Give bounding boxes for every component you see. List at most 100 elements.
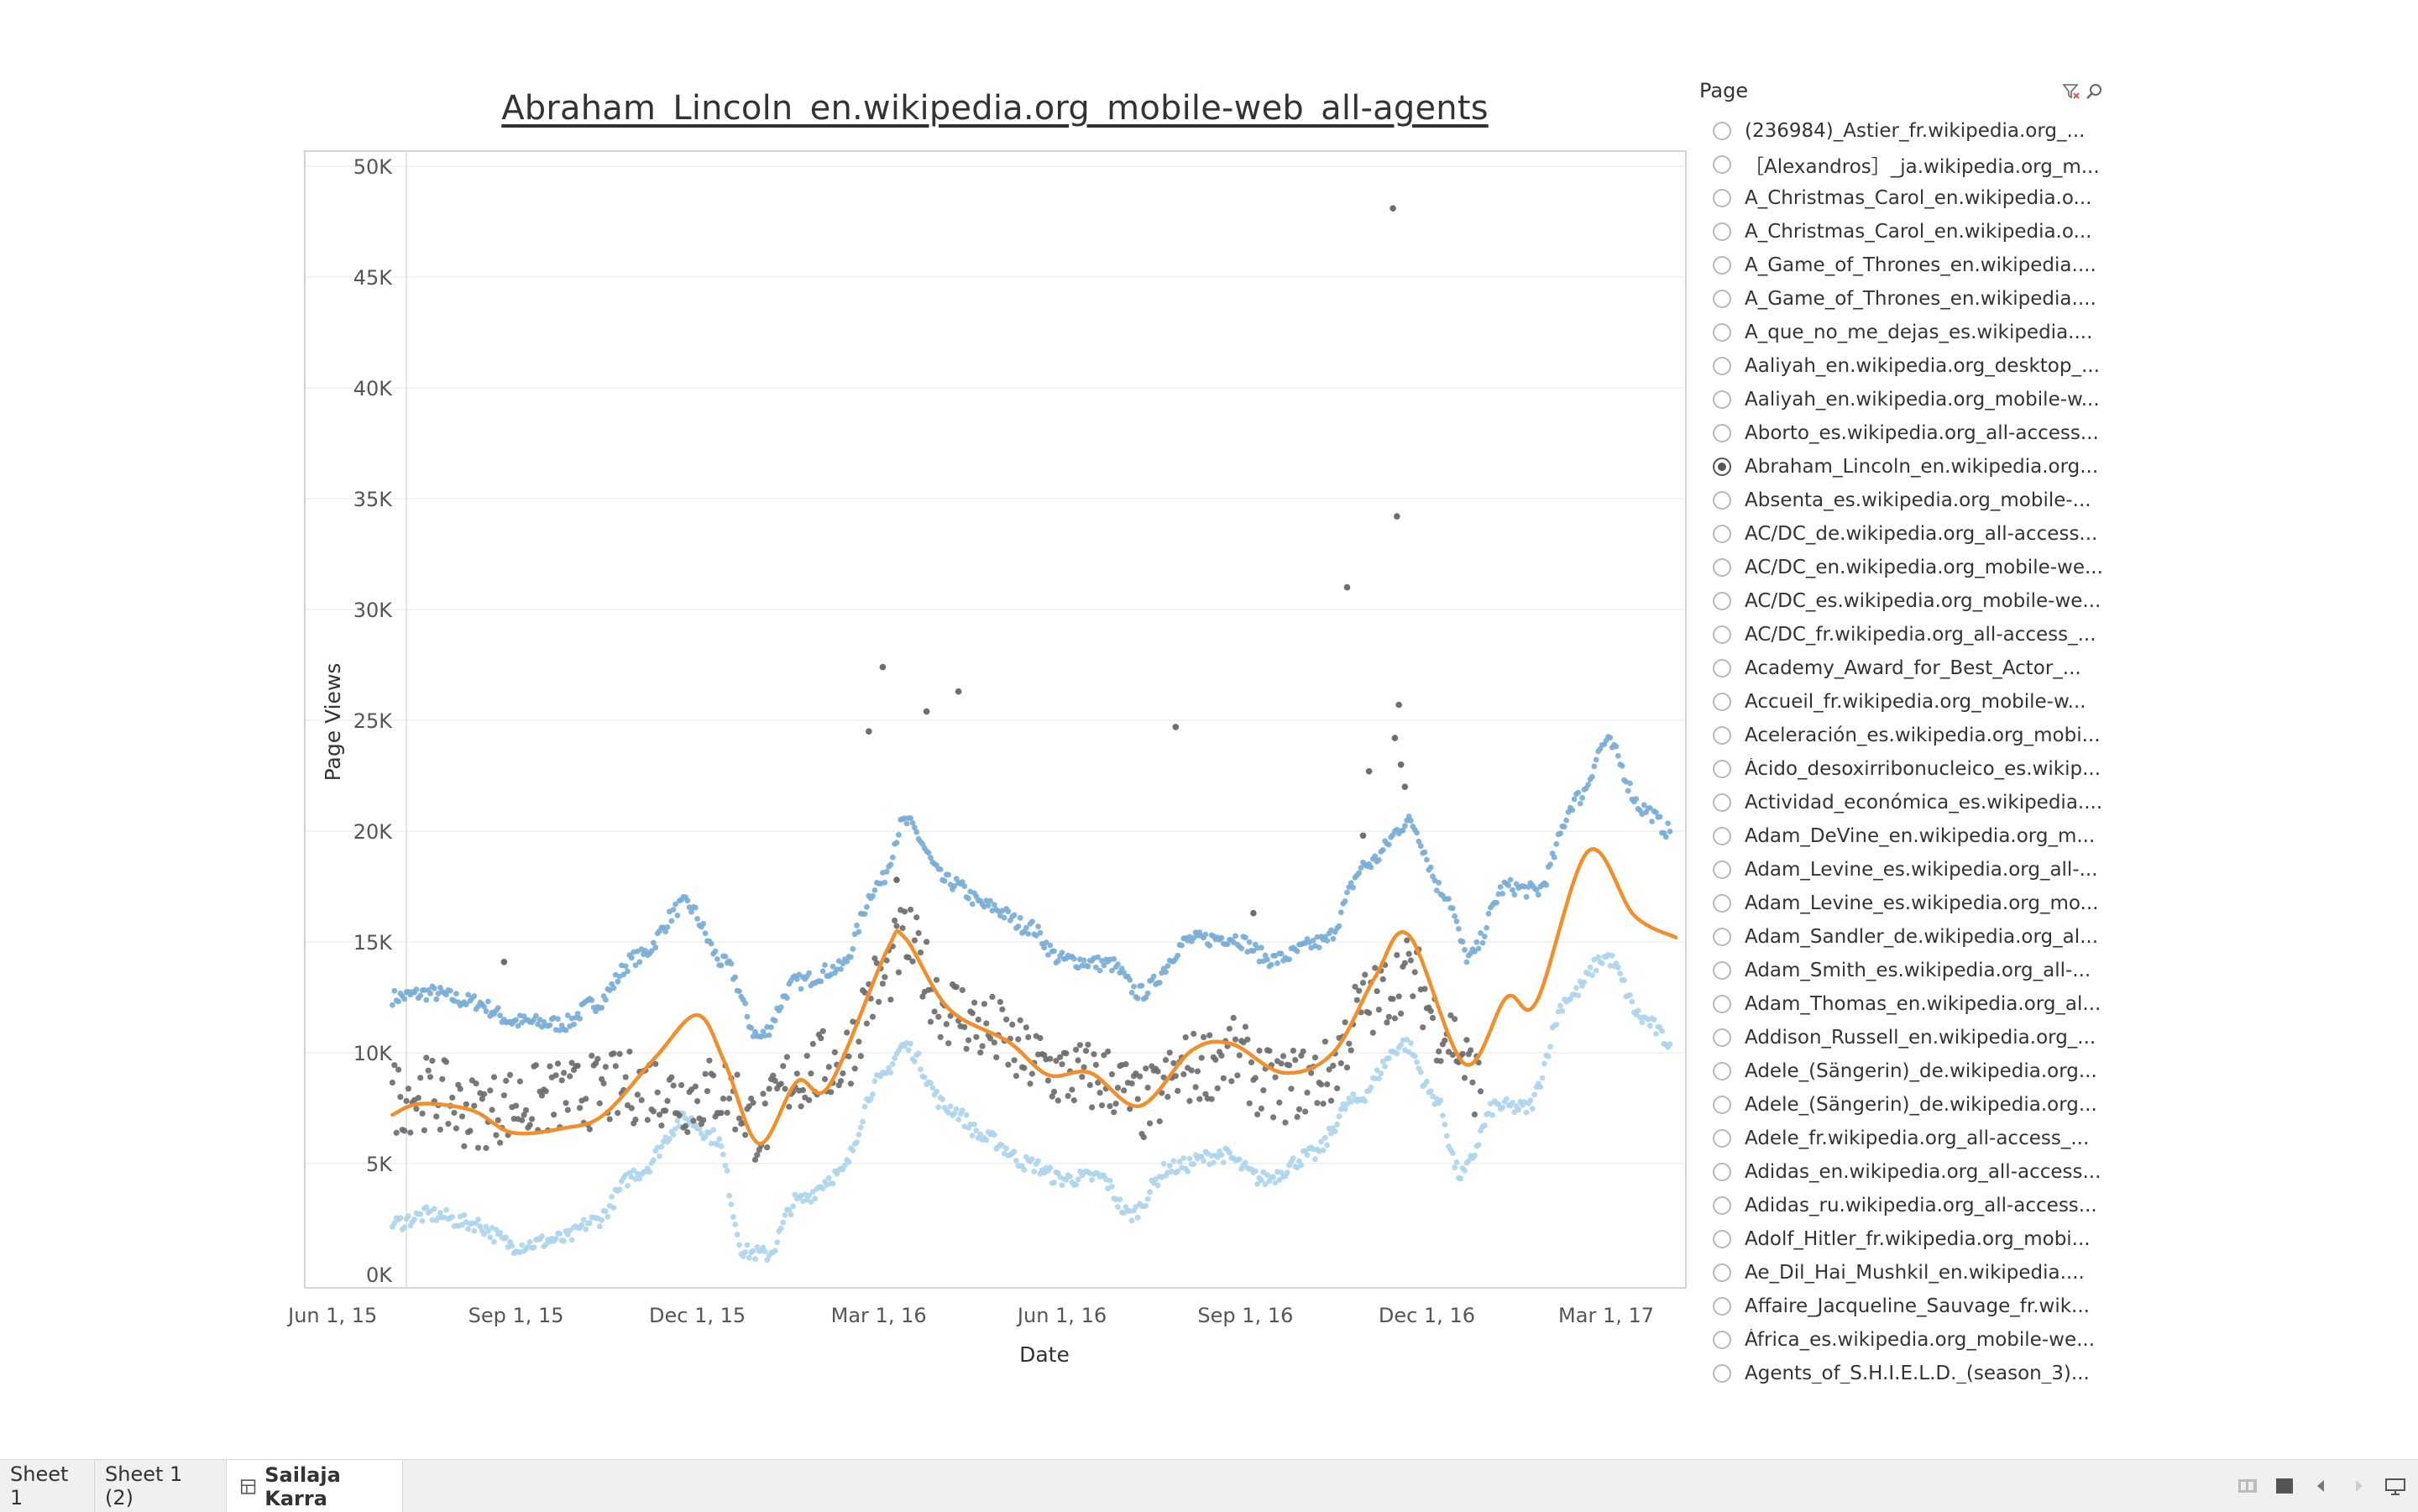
filter-item[interactable]: Actividad_económica_es.wikipedia.... xyxy=(1689,786,2109,819)
radio-button[interactable] xyxy=(1713,659,1731,678)
filter-item[interactable]: Adam_Levine_es.wikipedia.org_mo... xyxy=(1689,887,2109,920)
radio-button[interactable] xyxy=(1713,1196,1731,1215)
filter-item[interactable]: Abraham_Lincoln_en.wikipedia.org... xyxy=(1689,450,2109,484)
filter-item[interactable]: A_que_no_me_dejas_es.wikipedia.... xyxy=(1689,316,2109,349)
next-icon[interactable] xyxy=(2347,1475,2369,1497)
radio-button[interactable] xyxy=(1713,458,1731,476)
filter-item[interactable]: (236984)_Astier_fr.wikipedia.org_... xyxy=(1689,114,2109,148)
search-icon[interactable] xyxy=(2086,82,2104,101)
filter-item[interactable]: Adele_(Sängerin)_de.wikipedia.org... xyxy=(1689,1088,2109,1122)
radio-button[interactable] xyxy=(1713,726,1731,745)
upper-band-point xyxy=(1478,930,1484,936)
upper-band-point xyxy=(564,1012,571,1018)
filter-item[interactable]: Adam_Thomas_en.wikipedia.org_al... xyxy=(1689,987,2109,1021)
previous-icon[interactable] xyxy=(2311,1475,2332,1497)
radio-button[interactable] xyxy=(1713,222,1731,241)
radio-button[interactable] xyxy=(1713,155,1731,174)
filter-item[interactable]: Adidas_ru.wikipedia.org_all-access... xyxy=(1689,1189,2109,1222)
radio-button[interactable] xyxy=(1713,1163,1731,1181)
filter-item[interactable]: Adam_Levine_es.wikipedia.org_all-... xyxy=(1689,853,2109,887)
radio-button[interactable] xyxy=(1713,1230,1731,1248)
presentation-mode-icon[interactable] xyxy=(2384,1475,2406,1497)
filter-item[interactable]: A_Christmas_Carol_en.wikipedia.o... xyxy=(1689,181,2109,215)
filter-item[interactable]: Absenta_es.wikipedia.org_mobile-... xyxy=(1689,484,2109,517)
filter-item[interactable]: Adidas_en.wikipedia.org_all-access... xyxy=(1689,1155,2109,1189)
filter-clear-icon[interactable] xyxy=(2062,82,2080,101)
upper-band-point xyxy=(571,1021,577,1028)
filter-item[interactable]: Adam_Sandler_de.wikipedia.org_al... xyxy=(1689,920,2109,954)
radio-button[interactable] xyxy=(1713,323,1731,342)
filter-item[interactable]: África_es.wikipedia.org_mobile-we... xyxy=(1689,1323,2109,1357)
lower-band-point xyxy=(1186,1155,1193,1162)
upper-band-point xyxy=(951,883,958,889)
radio-button[interactable] xyxy=(1713,827,1731,845)
radio-button[interactable] xyxy=(1713,1129,1731,1148)
filter-item[interactable]: Adolf_Hitler_fr.wikipedia.org_mobi... xyxy=(1689,1222,2109,1256)
actual-point xyxy=(1248,1059,1255,1065)
lower-band-point xyxy=(1411,1053,1418,1059)
tab-sheet-1-2[interactable]: Sheet 1 (2) xyxy=(95,1460,227,1512)
filter-item[interactable]: A_Christmas_Carol_en.wikipedia.o... xyxy=(1689,215,2109,249)
filter-item[interactable]: Aborto_es.wikipedia.org_all-access... xyxy=(1689,416,2109,450)
filter-item[interactable]: Adele_fr.wikipedia.org_all-access_... xyxy=(1689,1122,2109,1155)
radio-button[interactable] xyxy=(1713,256,1731,275)
radio-button[interactable] xyxy=(1713,760,1731,778)
filter-item[interactable]: AC/DC_de.wikipedia.org_all-access... xyxy=(1689,517,2109,551)
radio-button[interactable] xyxy=(1713,861,1731,879)
radio-button[interactable] xyxy=(1713,290,1731,308)
upper-band-point xyxy=(622,963,629,970)
filter-item[interactable]: AC/DC_es.wikipedia.org_mobile-we... xyxy=(1689,584,2109,618)
radio-button[interactable] xyxy=(1713,390,1731,409)
radio-button[interactable] xyxy=(1713,625,1731,644)
filter-item[interactable]: Accueil_fr.wikipedia.org_mobile-w... xyxy=(1689,685,2109,719)
radio-button[interactable] xyxy=(1713,1364,1731,1383)
radio-button[interactable] xyxy=(1713,995,1731,1013)
lower-band-point xyxy=(1382,1064,1388,1070)
radio-button[interactable] xyxy=(1713,491,1731,510)
actual-point xyxy=(969,1010,976,1017)
radio-button[interactable] xyxy=(1713,928,1731,946)
radio-button[interactable] xyxy=(1713,525,1731,543)
film-strip-icon[interactable] xyxy=(2237,1475,2258,1497)
radio-button[interactable] xyxy=(1713,1028,1731,1047)
chart-plot[interactable]: 0K 5K 10K 15K 20K 25K 30K 35K 40K 45K 50K Jun 1, 1… xyxy=(0,0,1688,1394)
filter-item[interactable]: Adele_(Sängerin)_de.wikipedia.org... xyxy=(1689,1054,2109,1088)
filter-item[interactable]: Academy_Award_for_Best_Actor_... xyxy=(1689,651,2109,685)
page-filter-panel[interactable]: Page (236984)_Astier_fr.wikipedia.org_..… xyxy=(1689,74,2109,1384)
radio-button[interactable] xyxy=(1713,424,1731,442)
radio-button[interactable] xyxy=(1713,961,1731,980)
filter-item[interactable]: Aaliyah_en.wikipedia.org_mobile-w... xyxy=(1689,383,2109,416)
radio-button[interactable] xyxy=(1713,1096,1731,1114)
filter-item[interactable]: Affaire_Jacqueline_Sauvage_fr.wik... xyxy=(1689,1290,2109,1323)
radio-button[interactable] xyxy=(1713,357,1731,375)
radio-button[interactable] xyxy=(1713,1331,1731,1349)
filter-item[interactable]: Addison_Russell_en.wikipedia.org_... xyxy=(1689,1021,2109,1054)
radio-button[interactable] xyxy=(1713,122,1731,140)
filter-item[interactable]: Adam_DeVine_en.wikipedia.org_m... xyxy=(1689,819,2109,853)
filter-item[interactable]: Aceleración_es.wikipedia.org_mobi... xyxy=(1689,719,2109,752)
radio-button[interactable] xyxy=(1713,1062,1731,1080)
filter-item[interactable]: Agents_of_S.H.I.E.L.D._(season_3)... xyxy=(1689,1357,2109,1384)
radio-button[interactable] xyxy=(1713,793,1731,812)
radio-button[interactable] xyxy=(1713,693,1731,711)
radio-button[interactable] xyxy=(1713,894,1731,913)
radio-button[interactable] xyxy=(1713,592,1731,610)
actual-point xyxy=(1343,1065,1351,1071)
filter-item[interactable]: Ae_Dil_Hai_Mushkil_en.wikipedia.... xyxy=(1689,1256,2109,1290)
radio-button[interactable] xyxy=(1713,189,1731,207)
radio-button[interactable] xyxy=(1713,1263,1731,1282)
tab-sailaja-karra[interactable]: Sailaja Karra xyxy=(227,1460,403,1512)
filter-item[interactable]: A_Game_of_Thrones_en.wikipedia.... xyxy=(1689,249,2109,282)
filter-item[interactable]: ［Alexandros］_ja.wikipedia.org_m... xyxy=(1689,148,2109,181)
tabs-icon[interactable] xyxy=(2274,1475,2295,1497)
filter-item[interactable]: Ácido_desoxirribonucleico_es.wikip... xyxy=(1689,752,2109,786)
radio-button[interactable] xyxy=(1713,558,1731,577)
filter-item[interactable]: AC/DC_fr.wikipedia.org_all-access_... xyxy=(1689,618,2109,651)
filter-item[interactable]: Aaliyah_en.wikipedia.org_desktop_... xyxy=(1689,349,2109,383)
filter-item[interactable]: Adam_Smith_es.wikipedia.org_all-... xyxy=(1689,954,2109,987)
radio-button[interactable] xyxy=(1713,1297,1731,1316)
lower-band-point xyxy=(856,1132,862,1138)
tab-sheet-1[interactable]: Sheet 1 xyxy=(0,1460,95,1512)
filter-item[interactable]: AC/DC_en.wikipedia.org_mobile-we... xyxy=(1689,551,2109,584)
filter-item[interactable]: A_Game_of_Thrones_en.wikipedia.... xyxy=(1689,282,2109,316)
